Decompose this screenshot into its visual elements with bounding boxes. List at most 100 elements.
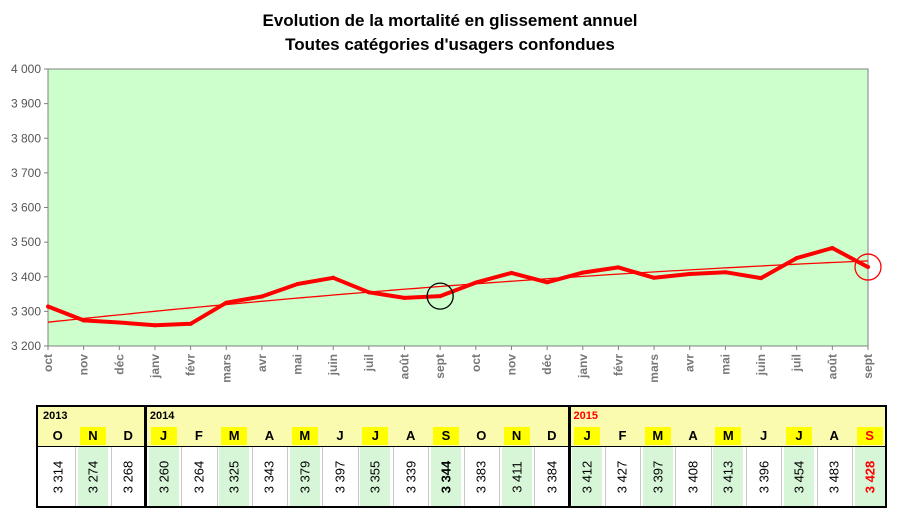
value-cell: 3 412 [576,447,598,506]
cell-divider [181,447,183,506]
x-tick-label: févr [611,354,625,376]
value-text: 3 396 [756,460,772,493]
value-cell: 3 314 [47,447,69,506]
x-tick-label: août [825,354,839,379]
series-point [866,265,870,270]
month-letter: J [760,428,768,443]
value-cell: 3 325 [223,447,245,506]
month-letter: O [476,428,487,443]
value-text: 3 344 [438,460,454,493]
y-tick-label: 3 600 [11,201,41,215]
month-highlight [785,427,812,445]
value-highlight [148,447,179,506]
value-cell: 3 396 [753,447,775,506]
value-text: 3 383 [473,460,489,493]
series-point [830,246,835,251]
value-text: 3 314 [50,460,66,493]
x-tick-label: déc [540,354,554,375]
month-band [38,426,885,447]
value-text: 3 412 [579,460,595,493]
value-text: 3 413 [720,460,736,493]
month-letter: M [652,428,664,443]
x-tick-label: oct [469,354,483,372]
cell-divider [675,447,677,506]
value-text: 3 274 [85,460,101,493]
x-tick-label: mars [647,354,661,383]
month-letter: M [228,428,240,443]
cell-divider [463,447,465,506]
month-highlight [856,427,883,445]
cell-divider [393,447,394,506]
y-tick-label: 3 400 [11,270,41,284]
x-tick-label: juin [326,354,340,376]
value-text: 3 325 [226,460,242,493]
value-text: 3 427 [614,460,630,493]
series-point [331,275,336,280]
x-tick-label: avr [255,354,269,372]
month-highlight [503,427,530,445]
trend-line [47,260,869,323]
value-highlight [854,447,885,506]
month-highlight [221,427,248,445]
highlight-circle [426,282,454,310]
series-point [224,300,229,305]
x-tick-label: nov [504,354,518,376]
cell-divider [746,447,747,506]
chart-title: Evolution de la mortalité en glissement … [262,11,638,30]
value-cell: 3 355 [364,447,386,506]
year-label-2014: 2014 [149,410,175,422]
value-cell: 3 428 [859,447,881,506]
value-text: 3 483 [826,460,842,493]
cell-divider [251,447,253,506]
series-point [295,282,300,287]
value-cell: 3 397 [329,447,351,506]
value-text: 3 339 [403,460,419,493]
value-text: 3 397 [650,460,666,493]
value-cell: 3 454 [788,447,810,506]
highlight-circle [854,253,882,281]
series-point [152,323,157,328]
series-point [259,294,264,299]
series-point [723,270,728,275]
series-point [188,321,193,326]
series-point [46,304,50,309]
month-letter: N [88,428,98,443]
month-letter: F [194,428,203,443]
month-letter: A [405,428,416,443]
month-letter: J [371,428,379,443]
y-tick-label: 4 000 [11,62,41,76]
series-point [580,270,585,275]
month-highlight [150,427,177,445]
x-tick-label: avr [683,354,697,372]
value-text: 3 428 [862,460,878,493]
month-letter: J [795,428,803,443]
x-tick-label: mai [291,354,305,375]
series-point [509,270,514,275]
value-highlight [783,447,814,506]
month-letter: F [618,428,627,443]
x-tick-label: sept [861,354,875,379]
value-highlight [501,447,532,506]
cell-divider [640,447,642,506]
value-cell: 3 411 [506,447,528,506]
series-point [402,295,407,300]
value-text: 3 411 [509,460,525,493]
y-tick-label: 3 900 [11,97,41,111]
month-letter: M [722,428,734,443]
month-letter: A [264,428,275,443]
plot-area [47,68,869,347]
x-tick-label: juil [790,354,804,372]
value-cell: 3 483 [823,447,845,506]
value-cell: 3 383 [470,447,492,506]
x-tick-label: mars [219,354,233,383]
x-tick-label: juin [754,354,768,376]
cell-divider [357,447,359,506]
x-tick-label: janv [148,354,162,379]
year-label-2015: 2015 [573,410,598,422]
month-letter: J [336,428,344,443]
year-label-2013: 2013 [43,410,68,422]
month-highlight [291,427,318,445]
month-letter: M [299,428,311,443]
value-cell: 3 343 [258,447,280,506]
month-letter: D [547,428,557,443]
